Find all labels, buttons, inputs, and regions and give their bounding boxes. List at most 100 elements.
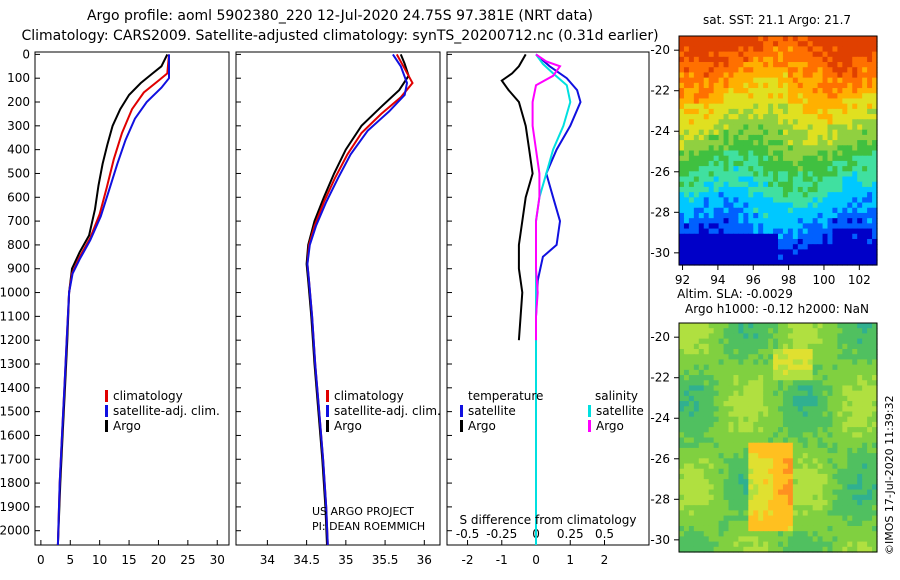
map-cell [832, 479, 838, 485]
map-cell [728, 249, 735, 256]
map-cell [708, 218, 715, 224]
map-cell [688, 525, 695, 532]
map-cell [842, 259, 848, 266]
map-cell [768, 67, 774, 74]
map-cell [713, 36, 720, 42]
map-cell [758, 129, 764, 136]
map-cell [753, 458, 759, 465]
map-cell [817, 359, 824, 366]
map-cell [822, 82, 829, 89]
map-cell [763, 432, 769, 439]
map-cell [778, 254, 784, 261]
map-cell [797, 238, 804, 245]
map-cell [743, 244, 749, 250]
map-cell [867, 233, 873, 240]
map-cell [773, 354, 779, 361]
map-cell [743, 442, 749, 449]
sst-lat-tick-label: -26 [650, 165, 670, 179]
map-cell [807, 515, 814, 522]
map-cell [852, 254, 858, 261]
map-cell [693, 380, 700, 387]
difference-x-axis-top: -2 -1 0 1 2 [462, 540, 608, 567]
map-cell [782, 499, 789, 506]
map-cell [743, 88, 749, 94]
map-cell [713, 463, 720, 470]
map-cell [857, 103, 863, 110]
map-cell [872, 395, 878, 402]
map-cell [698, 129, 705, 136]
map-cell [832, 51, 838, 58]
map-cell [857, 427, 863, 433]
map-cell [733, 447, 739, 454]
map-cell [758, 77, 764, 84]
map-cell [847, 233, 853, 240]
map-cell [728, 385, 735, 392]
map-cell [782, 72, 789, 79]
map-cell [738, 515, 744, 522]
map-cell [782, 515, 789, 522]
map-cell [688, 541, 695, 548]
map-cell [768, 458, 774, 465]
map-cell [817, 186, 824, 193]
map-cell [683, 354, 690, 361]
map-cell [693, 228, 700, 235]
map-cell [872, 453, 878, 459]
map-cell [723, 468, 730, 475]
map-cell [812, 56, 819, 63]
map-cell [827, 129, 834, 136]
map-cell [723, 238, 730, 245]
map-cell [822, 328, 829, 334]
map-cell [792, 218, 799, 224]
map-cell [867, 67, 873, 74]
map-cell [718, 505, 725, 511]
map-cell [763, 333, 769, 340]
map-cell [728, 442, 735, 449]
map-cell [738, 453, 744, 459]
map-cell [832, 202, 838, 209]
map-cell [743, 458, 749, 465]
map-cell [807, 375, 814, 381]
map-cell [862, 442, 868, 449]
map-cell [743, 343, 749, 350]
map-cell [842, 432, 848, 439]
map-cell [867, 72, 873, 79]
map-cell [768, 181, 774, 188]
map-cell [867, 41, 873, 47]
map-cell [797, 67, 804, 74]
map-cell [842, 207, 848, 214]
map-cell [679, 150, 685, 157]
map-cell [822, 46, 829, 53]
map-cell [852, 46, 858, 53]
map-cell [812, 406, 819, 413]
map-cell [743, 354, 749, 361]
map-cell [773, 150, 779, 157]
map-cell [758, 463, 764, 470]
map-cell [807, 197, 814, 204]
map-cell [703, 359, 710, 366]
map-cell [872, 181, 878, 188]
map-cell [708, 160, 715, 167]
map-cell [748, 359, 754, 366]
map-cell [683, 406, 690, 413]
map-cell [703, 437, 710, 444]
map-cell [708, 56, 715, 63]
map-cell [792, 510, 799, 517]
map-cell [763, 129, 769, 136]
map-cell [872, 249, 878, 256]
map-cell [812, 145, 819, 152]
map-cell [748, 244, 754, 250]
map-cell [867, 421, 873, 428]
map-cell [718, 197, 725, 204]
map-cell [733, 395, 739, 402]
map-cell [782, 192, 789, 198]
map-cell [703, 171, 710, 178]
map-cell [733, 192, 739, 198]
map-cell [753, 36, 759, 42]
map-cell [817, 129, 824, 136]
map-cell [708, 473, 715, 480]
map-cell [807, 364, 814, 371]
map-cell [778, 181, 784, 188]
map-cell [713, 505, 720, 511]
map-cell [778, 406, 784, 413]
map-cell [867, 479, 873, 485]
